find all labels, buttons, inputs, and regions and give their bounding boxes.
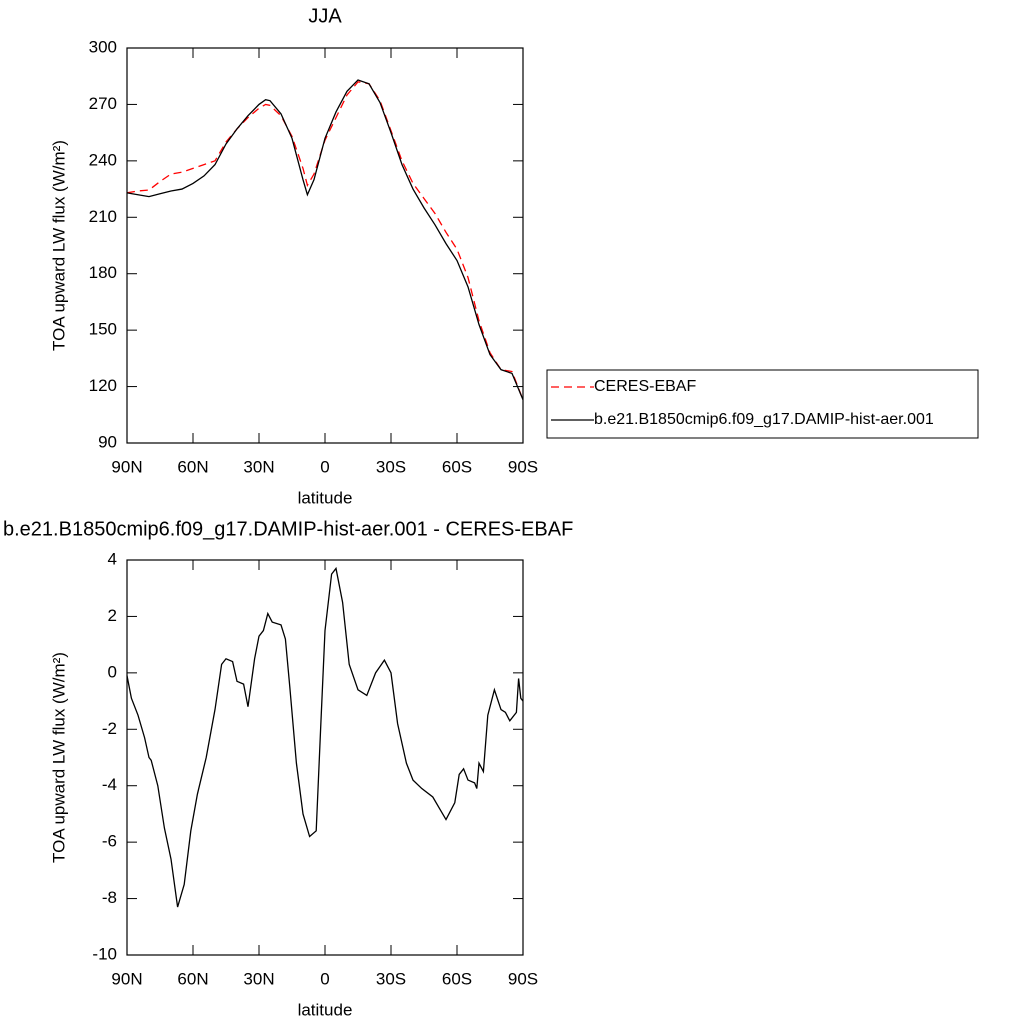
y-tick-label: -6 [102, 832, 117, 851]
x-tick-label: 60N [177, 457, 208, 476]
y-tick-label: 270 [89, 94, 117, 113]
x-tick-label: 30S [376, 457, 406, 476]
x-tick-label: 30N [243, 969, 274, 988]
x-tick-label: 90N [111, 457, 142, 476]
x-tick-label: 30S [376, 969, 406, 988]
y-tick-label: 210 [89, 207, 117, 226]
x-tick-label: 60S [442, 969, 472, 988]
y-tick-label: 4 [108, 549, 117, 568]
y-tick-label: 150 [89, 320, 117, 339]
legend-box [546, 369, 979, 439]
plot-frame [126, 47, 524, 444]
x-tick-label: 0 [320, 457, 329, 476]
x-tick-label: 60S [442, 457, 472, 476]
x-tick-label: 90S [508, 969, 538, 988]
y-tick-label: 2 [108, 606, 117, 625]
y-tick-label: -8 [102, 888, 117, 907]
series-line [126, 81, 524, 400]
x-tick-label: 60N [177, 969, 208, 988]
y-tick-label: 0 [108, 662, 117, 681]
x-tick-label: 0 [320, 969, 329, 988]
y-tick-label: 240 [89, 150, 117, 169]
y-tick-label: 90 [98, 432, 117, 451]
y-axis-label: TOA upward LW flux (W/m²) [49, 652, 68, 863]
chart-title: b.e21.B1850cmip6.f09_g17.DAMIP-hist-aer.… [3, 518, 573, 540]
x-tick-label: 30N [243, 457, 274, 476]
x-tick-label: 90N [111, 969, 142, 988]
x-tick-label: 90S [508, 457, 538, 476]
y-tick-label: -2 [102, 719, 117, 738]
plot-frame [126, 559, 524, 956]
y-tick-label: -4 [102, 775, 117, 794]
y-tick-label: 180 [89, 263, 117, 282]
x-axis-label: latitude [298, 1000, 353, 1019]
legend-label: CERES-EBAF [594, 378, 696, 395]
chart-title: JJA [308, 5, 342, 27]
y-tick-label: 300 [89, 37, 117, 56]
series-line [126, 566, 524, 908]
y-tick-label: -10 [92, 944, 117, 963]
series-line [126, 79, 524, 400]
y-axis-label: TOA upward LW flux (W/m²) [49, 140, 68, 351]
x-axis-label: latitude [298, 488, 353, 507]
legend-label: b.e21.B1850cmip6.f09_g17.DAMIP-hist-aer.… [594, 411, 934, 428]
y-tick-label: 120 [89, 376, 117, 395]
